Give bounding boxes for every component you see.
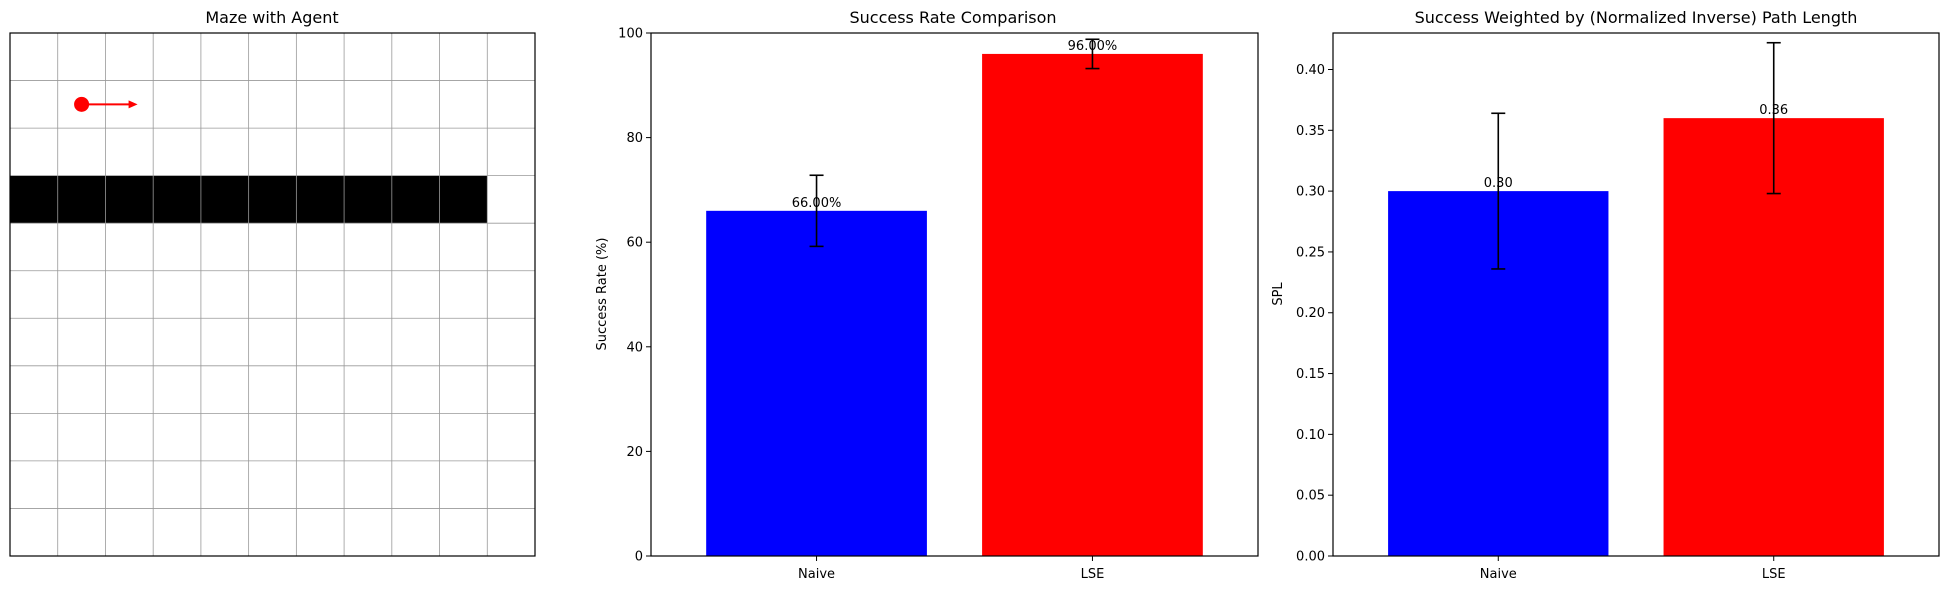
value-label: 0.30: [1484, 176, 1513, 191]
value-label: 66.00%: [792, 196, 842, 211]
chart-title: Success Weighted by (Normalized Inverse)…: [1415, 8, 1858, 27]
x-tick-label: LSE: [1081, 567, 1105, 582]
agent-arrow-head: [128, 100, 138, 109]
wall-cell: [105, 175, 154, 224]
bar-lse: [982, 53, 1203, 557]
x-tick-label: Naive: [1480, 567, 1517, 582]
y-tick-label: 0.05: [1296, 489, 1325, 504]
bars: 0.30 0.36: [1388, 41, 1884, 557]
x-ticks: Naive LSE: [1480, 556, 1786, 582]
y-axis-label: SPL: [1271, 282, 1286, 306]
wall-cell: [153, 175, 201, 224]
wall-cell: [57, 175, 106, 224]
y-tick-label: 0.10: [1296, 428, 1325, 443]
y-tick-label: 0.25: [1296, 245, 1325, 260]
wall-cell: [200, 175, 249, 224]
wall-cell: [391, 175, 440, 224]
y-tick-label: 40: [626, 340, 643, 355]
value-label: 96.00%: [1068, 39, 1118, 54]
y-tick-label: 0: [635, 550, 643, 565]
y-tick-label: 20: [626, 445, 643, 460]
maze-cells: [10, 175, 488, 224]
wall-cell: [296, 175, 345, 224]
wall-cell: [439, 175, 488, 224]
value-label: 0.36: [1759, 103, 1788, 118]
bar-naive: [706, 210, 927, 556]
y-tick-label: 0.35: [1296, 124, 1325, 139]
wall-cell: [344, 175, 392, 224]
maze-frame: [9, 32, 536, 557]
y-tick-label: 0.15: [1296, 367, 1325, 382]
agent: [74, 96, 138, 112]
maze-title: Maze with Agent: [205, 8, 338, 27]
y-tick-label: 100: [618, 27, 643, 42]
plot-frame: [650, 32, 1259, 557]
wall-cell: [248, 175, 297, 224]
y-ticks: 0 20 40 60 80 100: [618, 27, 651, 565]
y-ticks: 0.00 0.05 0.10 0.15 0.20 0.25 0.30 0.35 0.40: [1296, 63, 1333, 565]
maze-grid: [10, 33, 535, 556]
y-tick-label: 0.00: [1296, 550, 1325, 565]
y-tick-label: 60: [626, 236, 643, 251]
agent-marker: [74, 96, 90, 112]
x-tick-label: Naive: [798, 567, 835, 582]
x-ticks: Naive LSE: [798, 556, 1104, 582]
y-tick-label: 0.40: [1296, 63, 1325, 78]
y-tick-label: 0.20: [1296, 306, 1325, 321]
y-tick-label: 0.30: [1296, 185, 1325, 200]
maze-panel: Maze with Agent: [9, 8, 536, 557]
success-rate-chart: Success Rate Comparison Success Rate (%)…: [595, 8, 1259, 582]
y-axis-label: Success Rate (%): [595, 238, 610, 351]
chart-title: Success Rate Comparison: [849, 8, 1056, 27]
bars: 66.00% 96.00%: [706, 38, 1203, 557]
wall-cell: [10, 175, 58, 224]
spl-chart: Success Weighted by (Normalized Inverse)…: [1271, 8, 1940, 582]
x-tick-label: LSE: [1762, 567, 1786, 582]
plot-frame: [1332, 32, 1940, 557]
y-tick-label: 80: [626, 131, 643, 146]
